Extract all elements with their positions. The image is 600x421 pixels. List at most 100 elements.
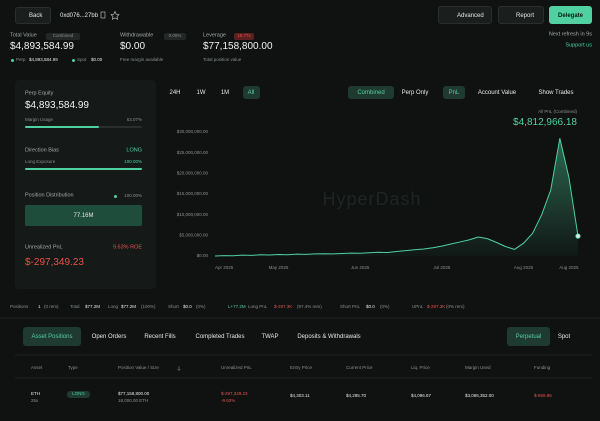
mode-tab[interactable]: Perp Only bbox=[401, 89, 429, 96]
stat: $0.0 bbox=[366, 303, 375, 309]
copy-icon bbox=[100, 11, 106, 19]
column-header: Liq. Price bbox=[411, 364, 430, 370]
cell: $-869.86 bbox=[534, 392, 552, 398]
stat: Total bbox=[70, 303, 80, 309]
stat: (0%) bbox=[196, 303, 206, 309]
label: Unrealized PnL bbox=[25, 244, 63, 251]
cell: $3,086,352.00 bbox=[465, 392, 494, 398]
stat: $0.0 bbox=[183, 303, 192, 309]
tab-selected[interactable] bbox=[23, 327, 81, 346]
badge-text: 15.77x bbox=[237, 32, 251, 38]
table-tab[interactable]: Deposits & Withdrawals bbox=[297, 333, 361, 340]
dot bbox=[72, 58, 75, 62]
label: Margin Usage bbox=[25, 116, 54, 122]
column-header: Funding bbox=[534, 364, 551, 370]
note: Total position value bbox=[203, 56, 242, 62]
metric-tab[interactable]: PnL bbox=[448, 89, 460, 96]
chart-title: All PnL (Combined) bbox=[538, 108, 577, 114]
address: 0xd076...27bb bbox=[60, 12, 99, 19]
cell: LONG bbox=[72, 390, 85, 396]
dot bbox=[11, 58, 14, 62]
range-tab[interactable]: 1W bbox=[196, 89, 206, 96]
cell: 18,000.00 ETH bbox=[118, 397, 149, 403]
delegate-button[interactable] bbox=[549, 6, 592, 24]
table-tab[interactable]: Open Orders bbox=[91, 333, 127, 340]
star-icon bbox=[110, 10, 120, 20]
sort-icon bbox=[177, 366, 181, 371]
area bbox=[215, 138, 578, 256]
back-label[interactable]: Back bbox=[29, 12, 43, 19]
show-trades[interactable]: Show Trades bbox=[538, 89, 574, 96]
y-tick-label: $15,000,000.00 bbox=[177, 191, 209, 196]
progress-bar bbox=[25, 126, 99, 128]
market-tab[interactable]: Spot bbox=[557, 333, 571, 340]
upnl: $-297,349.23 bbox=[25, 257, 84, 268]
table-tab[interactable]: Recent Fills bbox=[144, 333, 176, 340]
table-tab[interactable]: TWAP bbox=[261, 333, 279, 340]
x-tick-label: Apr 2025 bbox=[215, 265, 234, 270]
tab-selected[interactable] bbox=[348, 86, 394, 99]
cell: 25x bbox=[31, 397, 39, 403]
stat: Positions bbox=[10, 303, 29, 309]
back-button[interactable] bbox=[15, 7, 51, 24]
x-tick-label: Aug 2025 bbox=[514, 265, 534, 270]
stat: (0% rem) bbox=[446, 303, 465, 309]
stat: (100%) bbox=[141, 303, 156, 309]
dot bbox=[114, 194, 117, 198]
margin-usage: 63.07% bbox=[126, 116, 142, 122]
distribution-pct: 100.00% bbox=[124, 192, 142, 198]
column-header: Type bbox=[68, 364, 78, 370]
y-tick-label: $20,000,000.00 bbox=[177, 171, 209, 176]
y-tick-label: $5,000,000.00 bbox=[179, 233, 208, 238]
stat: $-297.3K bbox=[274, 303, 293, 309]
line bbox=[214, 138, 579, 257]
label: Spot bbox=[77, 56, 87, 62]
progress-bar bbox=[25, 168, 142, 170]
long-badge bbox=[67, 390, 90, 398]
stat: Long bbox=[108, 303, 119, 309]
chart-subtitle: $4,812,966.18 bbox=[513, 117, 577, 128]
distribution-value: 77.16M bbox=[73, 212, 94, 219]
column-header: Asset bbox=[31, 364, 43, 370]
tab-selected[interactable] bbox=[243, 86, 260, 99]
badge-text: Combined bbox=[52, 32, 74, 38]
table-tab[interactable]: Completed Trades bbox=[195, 333, 245, 340]
x-tick-label: Jun 2025 bbox=[351, 265, 370, 270]
cell: $4,303.11 bbox=[290, 392, 310, 398]
x-tick-label: Jul 2025 bbox=[433, 265, 451, 270]
value: $4,893,584.99 bbox=[29, 56, 58, 62]
note: Free margin available bbox=[120, 56, 164, 62]
y-tick-label: $30,000,000.00 bbox=[177, 129, 209, 134]
metric-tab[interactable]: Account Value bbox=[477, 89, 517, 96]
label: Long Exposure bbox=[25, 158, 56, 164]
label: Total Value bbox=[10, 32, 37, 39]
tab-selected[interactable] bbox=[507, 327, 550, 346]
column-header: Position Value / Size bbox=[118, 364, 159, 370]
report-label[interactable]: Report bbox=[516, 12, 535, 19]
range-tab[interactable]: 24H bbox=[169, 89, 181, 96]
delegate-label[interactable]: Delegate bbox=[557, 12, 584, 19]
tab-selected[interactable] bbox=[443, 86, 465, 99]
cell: ETH bbox=[31, 390, 40, 396]
column-header: Margin Used bbox=[465, 364, 491, 370]
support-link[interactable]: Support us bbox=[565, 42, 592, 49]
stat: Short bbox=[168, 303, 179, 309]
cell: $77,158,800.00 bbox=[118, 390, 150, 396]
x-tick-label: Aug 2025 bbox=[559, 265, 579, 270]
direction: LONG bbox=[126, 147, 142, 154]
market-tab[interactable]: Perpetual bbox=[515, 333, 542, 340]
refresh-note: Next refresh in 9s bbox=[548, 31, 592, 38]
advanced-label[interactable]: Advanced bbox=[457, 12, 484, 19]
report-button[interactable] bbox=[498, 6, 544, 24]
leverage-value: $77,158,800.00 bbox=[203, 41, 273, 52]
range-tab[interactable]: 1M bbox=[220, 89, 230, 96]
advanced-button[interactable] bbox=[438, 6, 492, 24]
stat: UPnL bbox=[412, 303, 424, 309]
table-tab[interactable]: Asset Positions bbox=[31, 333, 73, 340]
label: Withdrawable bbox=[120, 32, 154, 39]
label: Position Distribution bbox=[25, 192, 74, 199]
withdrawable-value: $0.00 bbox=[120, 41, 146, 52]
range-tab[interactable]: All bbox=[247, 89, 255, 96]
long-exposure: 100.00% bbox=[124, 158, 142, 164]
mode-tab[interactable]: Combined bbox=[357, 89, 385, 96]
